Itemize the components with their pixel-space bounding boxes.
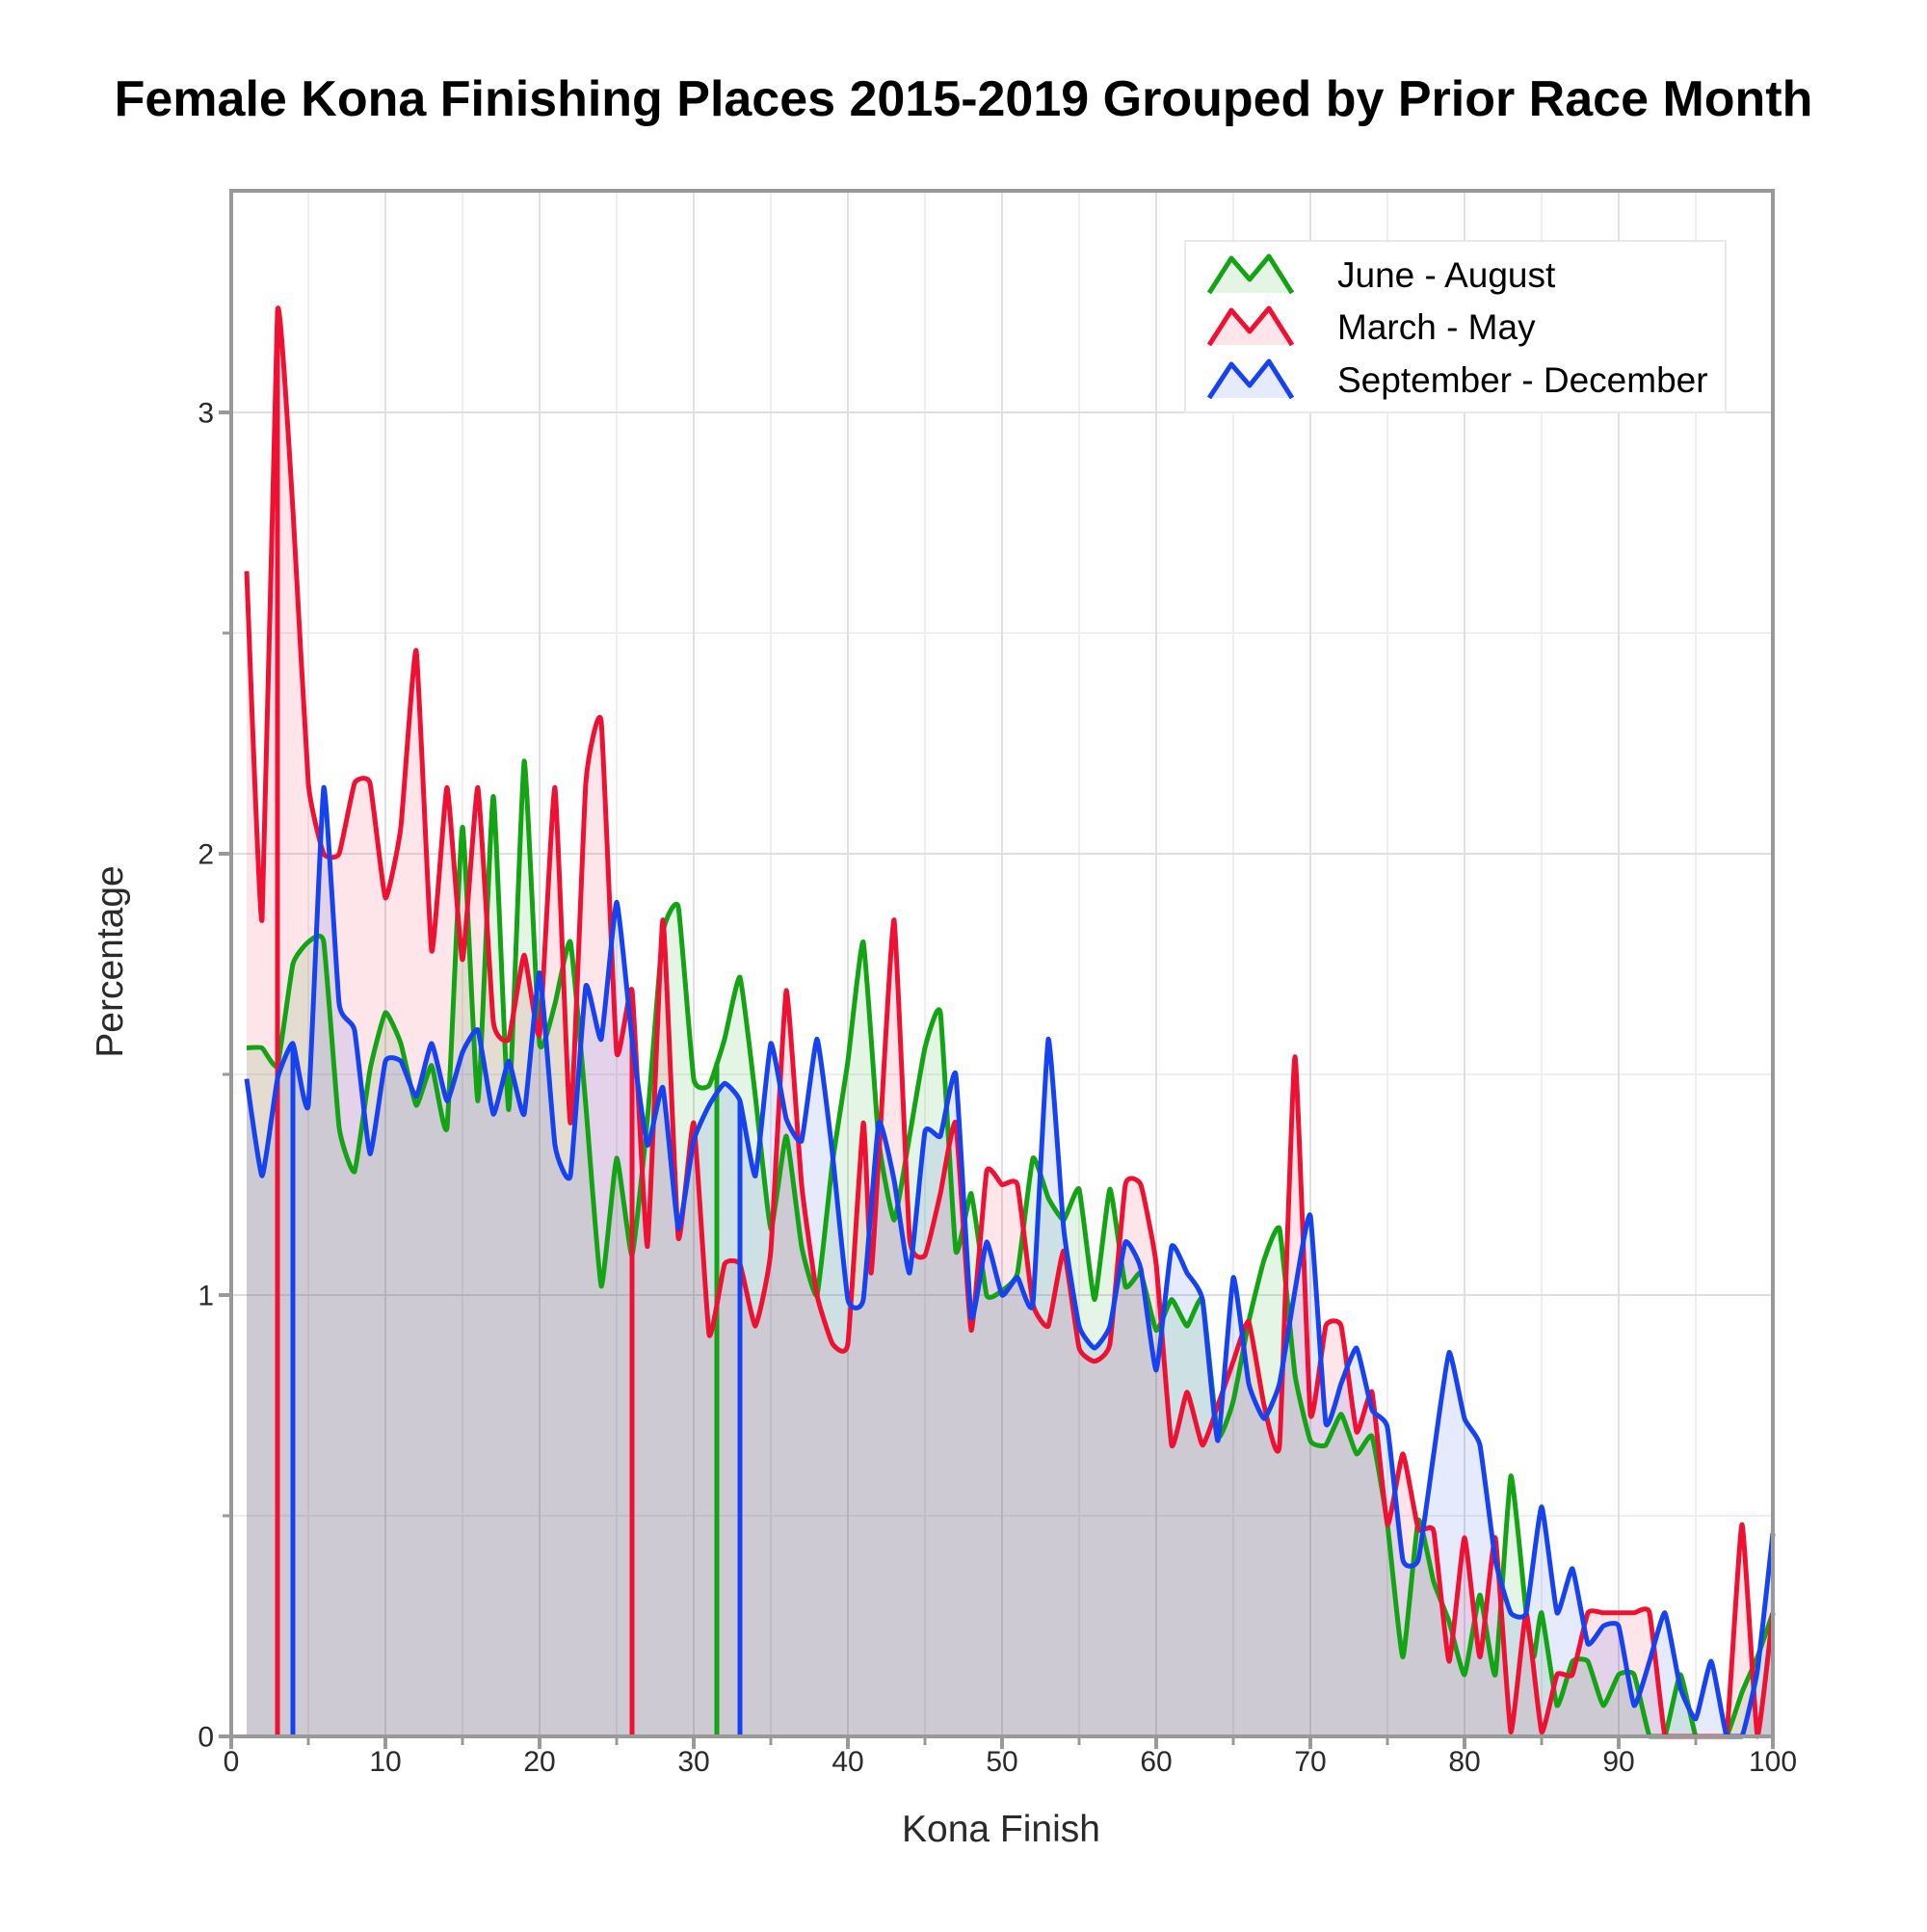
svg-text:June - August: June - August [1337, 255, 1556, 295]
svg-text:0: 0 [224, 1746, 240, 1778]
svg-text:2: 2 [198, 839, 214, 871]
svg-text:3: 3 [198, 398, 214, 430]
svg-text:Female Kona Finishing Places 2: Female Kona Finishing Places 2015-2019 G… [115, 71, 1813, 127]
svg-text:50: 50 [986, 1746, 1017, 1778]
svg-text:March - May: March - May [1337, 307, 1536, 347]
svg-text:20: 20 [523, 1746, 555, 1778]
svg-text:90: 90 [1602, 1746, 1634, 1778]
svg-text:Percentage: Percentage [90, 865, 131, 1057]
svg-text:0: 0 [198, 1722, 214, 1754]
svg-text:100: 100 [1749, 1746, 1797, 1778]
svg-text:70: 70 [1294, 1746, 1326, 1778]
svg-text:40: 40 [832, 1746, 863, 1778]
svg-text:Kona Finish: Kona Finish [902, 1809, 1100, 1850]
svg-text:60: 60 [1140, 1746, 1172, 1778]
svg-text:80: 80 [1448, 1746, 1480, 1778]
svg-text:10: 10 [369, 1746, 401, 1778]
svg-text:30: 30 [677, 1746, 709, 1778]
svg-text:1: 1 [198, 1281, 214, 1312]
svg-text:September - December: September - December [1337, 360, 1708, 400]
